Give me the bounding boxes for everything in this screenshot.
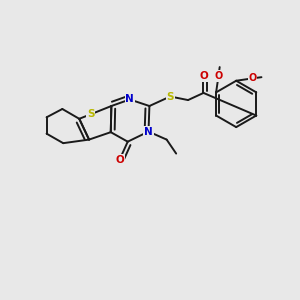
Text: S: S xyxy=(87,109,94,119)
Text: S: S xyxy=(167,92,174,101)
Text: O: O xyxy=(115,154,124,164)
Text: N: N xyxy=(144,127,153,136)
Text: O: O xyxy=(199,71,208,81)
Text: O: O xyxy=(248,74,257,83)
Text: O: O xyxy=(214,71,223,81)
Text: N: N xyxy=(125,94,134,104)
